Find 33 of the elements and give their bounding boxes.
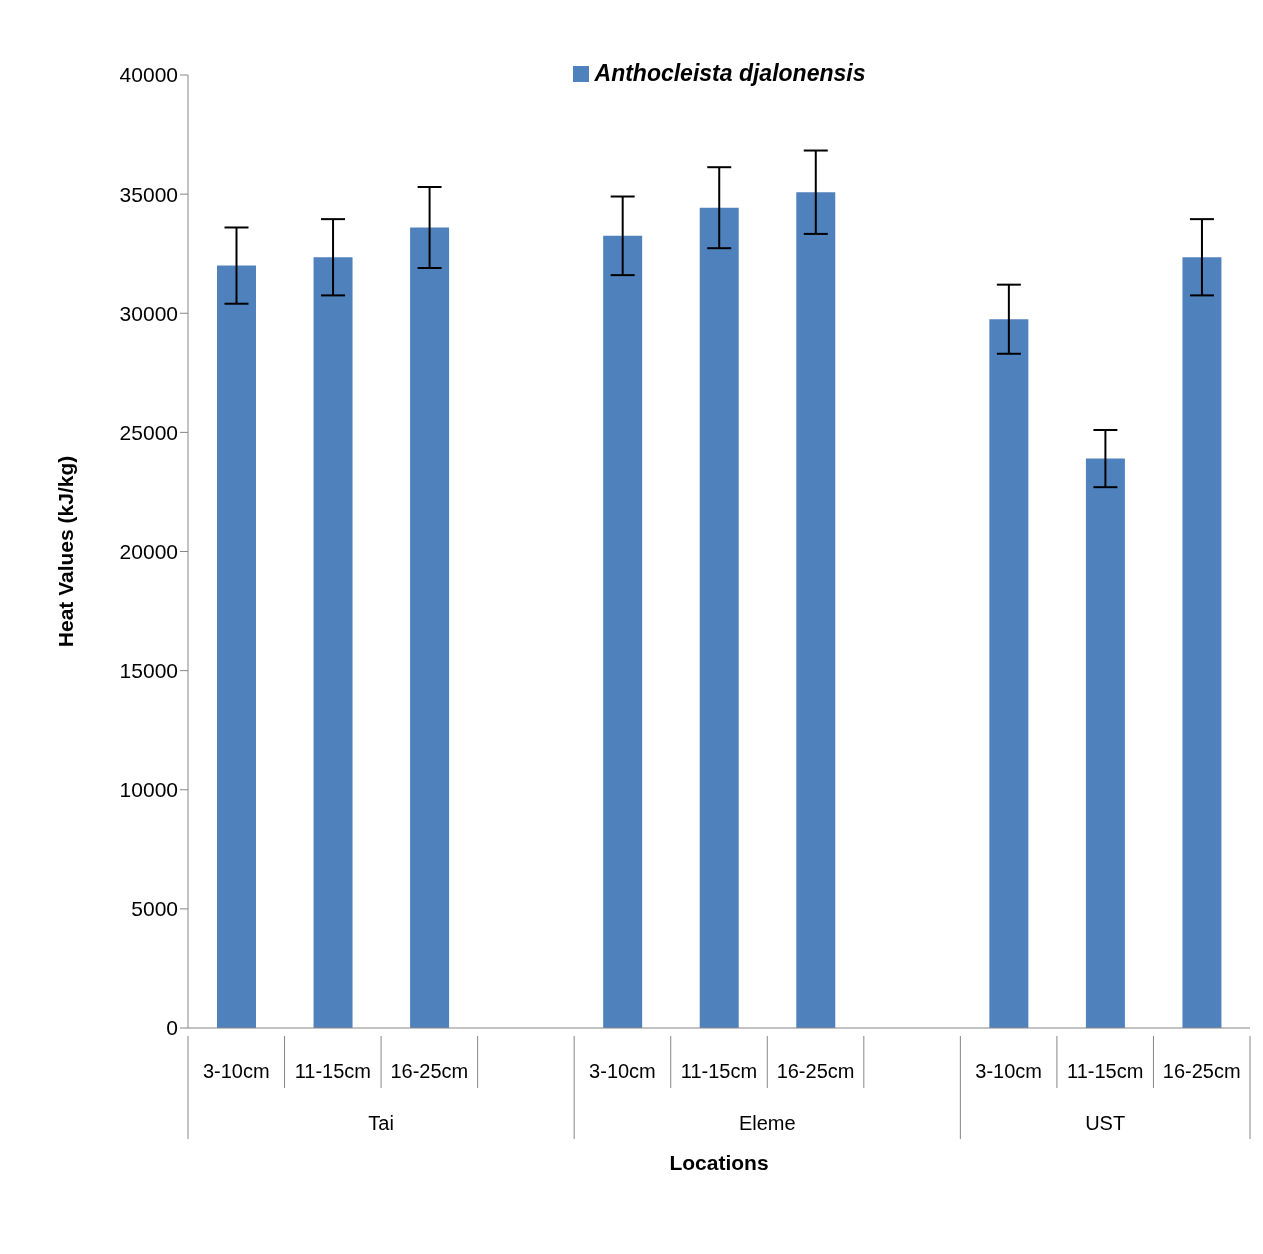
- bar: [313, 257, 353, 1028]
- bar: [410, 227, 450, 1028]
- text: Eleme: [738, 1112, 796, 1134]
- y-tick-label: 35000: [119, 182, 178, 206]
- x-tick-label: 3-10cm: [589, 1060, 656, 1082]
- x-tick-label: 16-25cm: [1162, 1060, 1241, 1082]
- x-tick-label: 11-15cm: [294, 1060, 371, 1082]
- text: Tai: [368, 1112, 394, 1134]
- y-axis-title: Heat Values (kJ/kg): [54, 455, 78, 648]
- bar: [699, 207, 739, 1028]
- y-tick-label: 5000: [131, 897, 178, 921]
- y-tick-label: 15000: [119, 659, 178, 683]
- bar: [1085, 458, 1125, 1028]
- bar: [796, 192, 836, 1028]
- x-tick-label: 16-25cm: [390, 1060, 469, 1082]
- bar: [989, 319, 1029, 1028]
- x-tick-label: 3-10cm: [202, 1060, 270, 1082]
- text: UST: [1085, 1112, 1126, 1134]
- bar: [1182, 257, 1222, 1028]
- y-tick-label: 0: [166, 1016, 178, 1040]
- x-tick-label: 11-15cm: [680, 1060, 758, 1082]
- x-tick-label: 3-10cm: [975, 1060, 1042, 1082]
- y-tick-label: 20000: [119, 539, 178, 563]
- y-tick-label: 25000: [119, 420, 178, 444]
- y-tick-label: 30000: [119, 301, 178, 325]
- x-tick-label: 16-25cm: [776, 1060, 855, 1082]
- bar: [217, 265, 256, 1028]
- y-tick-label: 10000: [119, 778, 178, 802]
- x-axis-title: Locations: [669, 1151, 769, 1174]
- bar: [603, 235, 643, 1028]
- x-tick-label: 11-15cm: [1067, 1060, 1144, 1082]
- y-tick-label: 40000: [119, 63, 178, 87]
- legend-label: Anthocleista djalonensis: [594, 60, 866, 87]
